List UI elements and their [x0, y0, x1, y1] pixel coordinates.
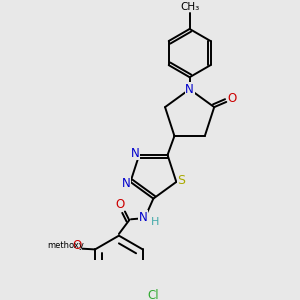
- Text: N: N: [139, 211, 147, 224]
- Text: N: N: [130, 147, 139, 160]
- Text: S: S: [178, 174, 185, 187]
- Text: N: N: [185, 83, 194, 96]
- Text: CH₃: CH₃: [180, 2, 199, 12]
- Text: Cl: Cl: [147, 290, 159, 300]
- Text: methoxy: methoxy: [47, 242, 84, 250]
- Text: O: O: [72, 239, 82, 253]
- Text: N: N: [122, 177, 130, 190]
- Text: O: O: [115, 198, 124, 211]
- Text: H: H: [151, 217, 159, 227]
- Text: O: O: [228, 92, 237, 105]
